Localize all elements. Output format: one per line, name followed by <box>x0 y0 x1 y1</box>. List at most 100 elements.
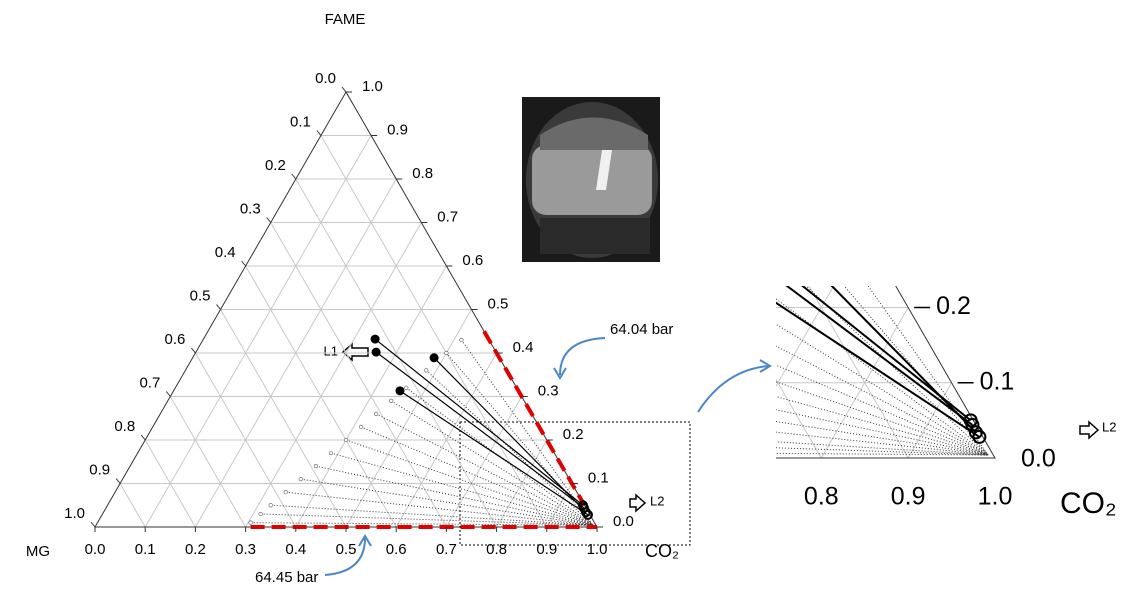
grid-line <box>194 352 297 528</box>
tick-label: 0.2 <box>563 426 584 443</box>
zoom-tick-label: 0.9 <box>891 483 926 511</box>
zoom-tick-label: 0.1 <box>980 367 1015 395</box>
tick-label: 0.4 <box>215 244 236 261</box>
tick-label: 0.3 <box>538 382 559 399</box>
tick-label: 0.6 <box>165 331 186 348</box>
tick-label: 0.9 <box>89 461 110 478</box>
tick-mark <box>316 130 322 136</box>
tick-label: 0.8 <box>486 541 507 558</box>
tick-label: 0.2 <box>185 541 206 558</box>
liquid-point-small <box>459 337 464 343</box>
grid-line <box>295 178 498 528</box>
liquid-point <box>709 161 718 170</box>
tick-label: 1.0 <box>587 541 608 558</box>
liquid-point-small <box>428 418 433 423</box>
tie-line <box>399 390 589 516</box>
liquid-point-small <box>732 154 737 159</box>
liquid-point <box>395 386 405 396</box>
tie-line-dotted <box>776 396 989 456</box>
boundary-label: 64.04 bar <box>610 321 673 338</box>
liquid-point-small <box>532 328 537 333</box>
grid-line <box>144 135 372 528</box>
liquid-point-small <box>268 503 273 508</box>
tie-line-dotted <box>867 286 989 456</box>
grid-line <box>169 396 247 528</box>
liquid-point-small <box>758 132 763 137</box>
liquid-point-small <box>506 350 511 355</box>
vapor-point <box>972 429 987 444</box>
tick-label: 0.8 <box>412 165 433 182</box>
grid-line <box>119 483 146 528</box>
liquid-point-small <box>389 398 394 403</box>
grid-line <box>907 382 953 459</box>
grid-line <box>270 222 447 528</box>
photo <box>522 97 660 262</box>
axis-label: CO₂ <box>645 541 679 561</box>
tick-label: 0.3 <box>235 541 256 558</box>
tie-line-dotted <box>285 491 594 526</box>
tie-line-dotted <box>776 323 989 456</box>
tie-line-dotted <box>843 286 989 456</box>
tick-mark <box>140 434 146 441</box>
liquid-point-small <box>662 215 667 220</box>
tick-label: 0.4 <box>513 339 534 356</box>
tie-line-dotted <box>776 431 989 456</box>
grid-line <box>144 439 196 528</box>
liquid-point-small <box>697 185 702 190</box>
grid-line <box>808 286 909 459</box>
vapor-point <box>965 417 980 432</box>
tick-label: 0.0 <box>613 513 634 530</box>
liquid-point-small <box>343 437 349 443</box>
grid-line <box>220 309 347 528</box>
tick-mark <box>191 347 196 354</box>
tie-line-dotted <box>330 452 594 526</box>
liquid-point-small <box>558 305 563 310</box>
tie-line <box>785 286 974 426</box>
tick-label: 0.6 <box>386 541 407 558</box>
tick-label: 0.9 <box>536 541 557 558</box>
tick-mark <box>291 173 297 180</box>
boundary-label: 64.45 bar <box>255 569 318 586</box>
liquid-point-small <box>374 411 379 417</box>
tick-label: 0.8 <box>114 418 135 435</box>
grid-line <box>300 157 474 458</box>
liquid-point <box>370 334 380 344</box>
zoom-tick-label: 0.2 <box>936 292 971 320</box>
grid-line <box>546 483 573 528</box>
tick-label: 0.5 <box>336 541 357 558</box>
liquid-point-small <box>393 448 398 453</box>
phase-label: L2 <box>1102 419 1116 434</box>
axis-label: MG <box>26 543 50 560</box>
tick-mark <box>341 86 347 93</box>
tick-label: 0.9 <box>387 121 408 138</box>
grid-line <box>320 135 548 528</box>
tick-label: 0.7 <box>437 208 458 225</box>
zoom-tick-label: 0.0 <box>1021 445 1056 473</box>
liquid-point-small <box>328 450 334 456</box>
tie-line-dotted <box>776 452 989 456</box>
grid-line <box>445 396 523 528</box>
tick-label: 0.7 <box>139 374 160 391</box>
tick-mark <box>266 217 272 223</box>
tie-line <box>776 301 980 438</box>
ternary-main <box>94 90 598 529</box>
tick-label: 0.3 <box>240 200 261 217</box>
tick-label: 0.4 <box>285 541 306 558</box>
tick-label: 0.1 <box>588 469 609 486</box>
liquid-point-small <box>248 520 253 525</box>
tick-mark <box>241 260 246 267</box>
tick-label: 1.0 <box>64 505 85 522</box>
tie-line-dotted <box>776 345 989 456</box>
tie-line-dotted <box>776 364 989 456</box>
tick-label: 0.6 <box>462 252 483 269</box>
zoom-axis-label: CO₂ <box>1060 487 1117 520</box>
tie-line-dotted <box>776 441 989 456</box>
ternary-zoom <box>300 132 996 459</box>
tie-line-dotted <box>250 522 593 526</box>
tick-label: 0.1 <box>135 541 156 558</box>
phase-label: L1 <box>324 343 338 358</box>
tick-label: 0.1 <box>290 113 311 130</box>
liquid-point-small <box>411 433 416 438</box>
tie-line-dotted <box>315 465 594 526</box>
callout-arrows <box>324 337 772 576</box>
